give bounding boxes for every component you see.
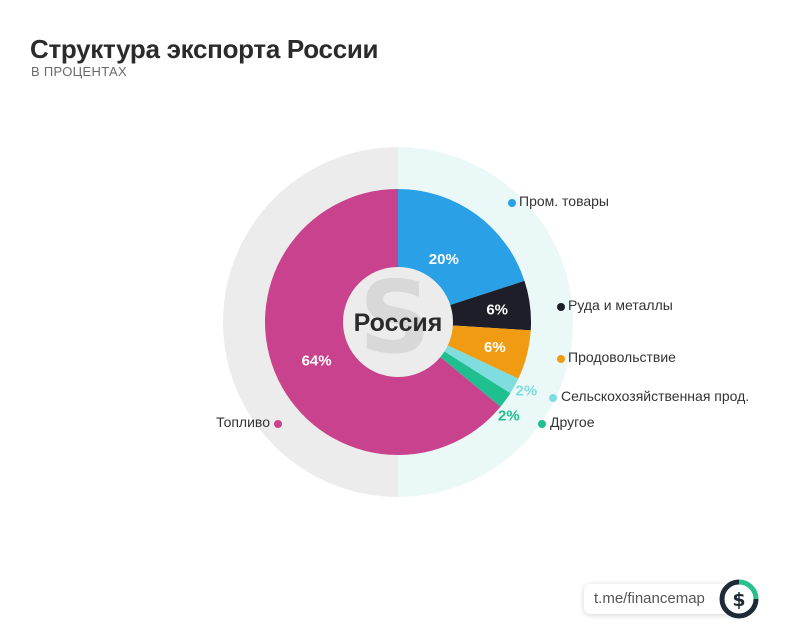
data-label-6: 64%: [302, 352, 332, 369]
data-labels: 20% 6% 6% 2% 2% 64%: [302, 251, 538, 425]
data-label-1: 20%: [429, 251, 459, 268]
telegram-link[interactable]: t.me/financemap: [594, 590, 705, 607]
legend-label-4: Сельскохозяйственная прод.: [561, 388, 750, 404]
legend-label-2: Руда и металлы: [568, 297, 673, 313]
center-circle: [343, 267, 453, 377]
footer-link-box: [584, 584, 734, 614]
svg-text:$: $: [732, 589, 745, 611]
legend-label-1: Пром. товары: [519, 193, 609, 209]
legend-dot-2: [557, 303, 565, 311]
chart-subtitle: В ПРОЦЕНТАХ: [31, 64, 127, 79]
legend-label-6: Топливо: [216, 414, 270, 430]
legend-dot-6: [274, 420, 282, 428]
legend-dot-1: [508, 199, 516, 207]
legend-dot-4: [549, 394, 557, 402]
legend-label-3: Продовольствие: [568, 349, 676, 365]
data-label-5: 2%: [498, 408, 520, 425]
data-label-3: 6%: [484, 339, 506, 356]
data-label-2: 6%: [486, 302, 508, 319]
legend-dot-5: [538, 420, 546, 428]
center-label: Россия: [354, 309, 443, 337]
chart-title: Структура экспорта России: [30, 34, 379, 64]
data-label-4: 2%: [516, 382, 538, 399]
legend-label-5: Другое: [550, 414, 595, 430]
dollar-logo-icon[interactable]: $: [718, 578, 760, 620]
watermark-s-icon: S: [359, 259, 431, 376]
legend-dot-3: [557, 355, 565, 363]
